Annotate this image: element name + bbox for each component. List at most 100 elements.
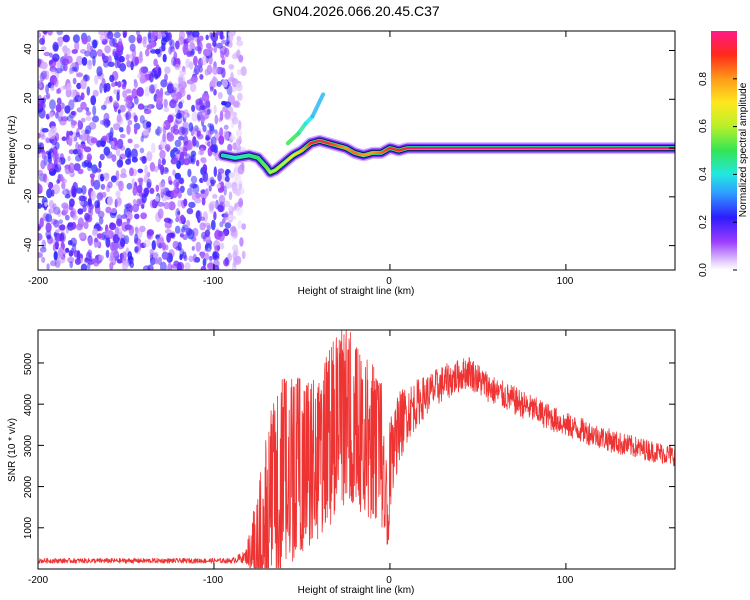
noise-speckle	[47, 151, 52, 160]
noise-speckle	[190, 183, 198, 189]
noise-speckle	[175, 217, 180, 223]
noise-speckle	[200, 252, 205, 259]
noise-speckle	[157, 208, 164, 219]
noise-speckle	[92, 228, 98, 235]
noise-speckle	[44, 201, 48, 207]
noise-speckle	[142, 265, 151, 270]
x-axis-label: Height of straight line (km)	[298, 286, 415, 297]
noise-speckle	[94, 237, 99, 243]
noise-speckle	[176, 262, 182, 270]
noise-speckle	[178, 136, 185, 141]
noise-speckle	[162, 133, 167, 143]
y-tick-label: -40	[23, 237, 34, 252]
noise-speckle	[168, 254, 173, 263]
noise-speckle	[194, 64, 200, 75]
noise-speckle	[98, 160, 102, 169]
noise-speckle	[85, 111, 92, 116]
noise-speckle	[149, 187, 155, 194]
noise-speckle	[237, 220, 242, 230]
noise-speckle	[146, 44, 153, 50]
noise-speckle	[46, 234, 52, 240]
noise-speckle	[213, 129, 218, 134]
noise-speckle	[53, 43, 59, 51]
noise-speckle	[61, 136, 67, 141]
noise-speckle	[195, 192, 201, 199]
noise-speckle	[54, 232, 62, 242]
noise-speckle	[116, 258, 123, 264]
noise-speckle	[204, 188, 209, 197]
colorbar-tick-label: 0.2	[698, 215, 709, 229]
noise-speckle	[125, 111, 132, 121]
x-tick-label: 100	[557, 575, 574, 586]
noise-speckle	[218, 201, 226, 213]
noise-speckle	[146, 181, 152, 189]
noise-speckle	[39, 246, 47, 253]
noise-speckle	[126, 218, 131, 224]
noise-speckle	[131, 178, 135, 189]
noise-speckle	[46, 188, 53, 199]
noise-speckle	[76, 72, 83, 78]
noise-speckle	[179, 151, 185, 159]
noise-speckle	[54, 141, 60, 150]
noise-speckle	[76, 250, 81, 260]
noise-speckle	[69, 198, 75, 207]
noise-speckle	[173, 178, 180, 188]
noise-speckle	[175, 113, 183, 119]
noise-speckle	[168, 180, 173, 186]
noise-speckle	[80, 101, 87, 110]
noise-speckle	[183, 135, 189, 146]
noise-speckle	[41, 150, 47, 160]
noise-speckle	[104, 45, 111, 54]
noise-speckle	[81, 185, 87, 195]
snr-panel: -200 -100 0 100 Height of straight line …	[7, 329, 676, 596]
noise-speckle	[95, 222, 100, 228]
noise-speckle	[196, 159, 200, 167]
noise-speckle	[38, 132, 41, 139]
noise-speckle	[183, 113, 188, 119]
noise-speckle	[85, 107, 90, 112]
noise-speckle	[219, 221, 224, 228]
noise-speckle	[88, 122, 97, 130]
noise-speckle	[109, 241, 116, 252]
noise-speckle	[134, 213, 140, 220]
noise-speckle	[42, 173, 48, 183]
noise-speckle	[172, 158, 178, 165]
noise-speckle	[144, 86, 150, 97]
noise-speckle	[183, 198, 188, 207]
noise-speckle	[134, 56, 139, 66]
noise-speckle	[199, 74, 204, 80]
noise-speckle	[155, 196, 160, 202]
noise-speckle	[136, 34, 143, 44]
snr-ticks	[37, 330, 675, 569]
noise-speckle	[132, 199, 137, 205]
noise-speckle	[175, 40, 180, 50]
spectrogram-frame	[37, 30, 676, 271]
trace-branch	[296, 121, 308, 136]
noise-speckle	[86, 153, 93, 162]
colorbar-ticks	[733, 78, 737, 271]
noise-speckle	[57, 209, 62, 218]
noise-speckle	[137, 177, 144, 183]
noise-speckle	[78, 222, 82, 230]
noise-speckle	[94, 200, 100, 209]
noise-speckle	[99, 153, 105, 161]
noise-speckle	[80, 78, 87, 90]
noise-speckle	[116, 113, 122, 123]
noise-speckle	[198, 215, 202, 221]
noise-speckle	[41, 239, 46, 249]
noise-speckle	[80, 117, 86, 123]
noise-speckle	[216, 42, 223, 49]
noise-speckle	[202, 164, 208, 173]
noise-speckle	[166, 133, 175, 142]
noise-speckle	[121, 83, 127, 90]
noise-speckle	[92, 89, 99, 97]
noise-speckle	[232, 244, 239, 252]
noise-speckle	[68, 162, 75, 174]
noise-speckle	[110, 175, 117, 183]
noise-speckle	[164, 144, 171, 152]
noise-speckle	[109, 222, 117, 231]
noise-speckle	[236, 49, 241, 59]
noise-speckle	[105, 237, 111, 248]
noise-speckle	[67, 240, 73, 246]
noise-speckle	[190, 83, 197, 92]
